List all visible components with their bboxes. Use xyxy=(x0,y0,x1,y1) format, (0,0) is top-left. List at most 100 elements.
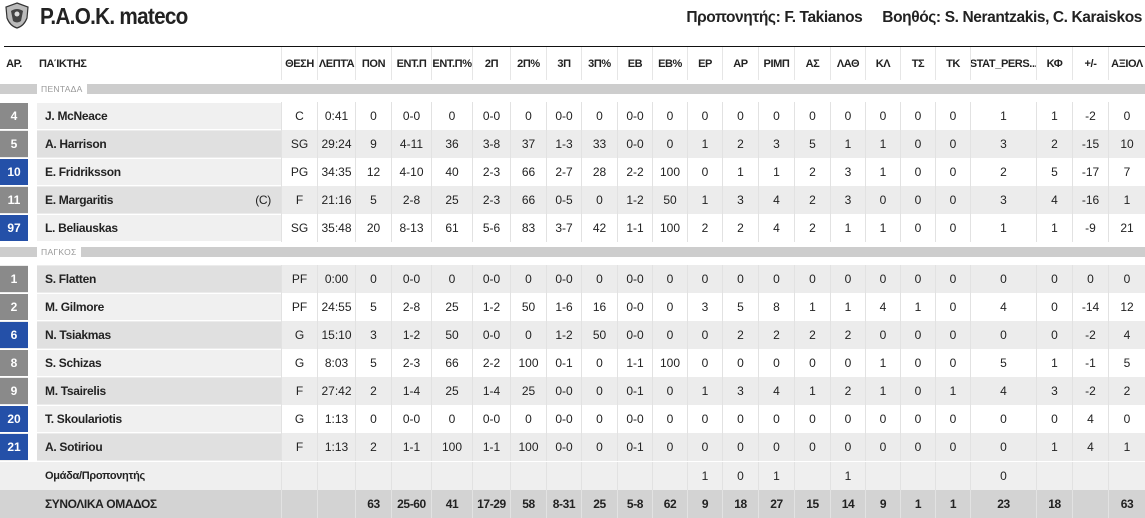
stat-cell: 0 xyxy=(865,433,900,461)
stat-cell: 0 xyxy=(970,265,1036,293)
row-gap xyxy=(28,405,37,433)
player-name[interactable]: S. Flatten xyxy=(45,272,97,286)
stat-cell: 0 xyxy=(830,349,865,377)
jersey-number-badge: 4 xyxy=(0,103,28,129)
stat-cell: 20 xyxy=(355,214,391,242)
stat-cell: 3 xyxy=(722,377,758,405)
stat-cell: 0-1 xyxy=(546,349,581,377)
stat-cell: 1 xyxy=(794,377,830,405)
player-row[interactable]: 6 N. Tsiakmas G 15:10 3 1-2 50 0-0 0 1-2 50 0-0 0 0 2 2… xyxy=(0,321,1145,349)
stat-cell: 0 xyxy=(935,433,970,461)
stat-cell: 63 xyxy=(1108,490,1145,518)
column-header[interactable]: 2Π xyxy=(472,47,510,80)
stat-cell: 0 xyxy=(581,433,617,461)
player-row[interactable]: 8 S. Schizas G 8:03 5 2-3 66 2-2 100 0-1 0 1-1 100 0 0… xyxy=(0,349,1145,377)
column-header[interactable]: ΘΕΣΗ xyxy=(281,47,317,80)
player-name[interactable]: E. Margaritis xyxy=(45,193,114,207)
player-name[interactable]: A. Sotiriou xyxy=(45,440,103,454)
player-row[interactable]: 1 S. Flatten PF 0:00 0 0-0 0 0-0 0 0-0 0 0-0 0 0 0 0 0 0 0… xyxy=(0,265,1145,293)
player-row[interactable]: 97 L. Beliauskas SG 35:48 20 8-13 61 5-6 83 3-7 42… xyxy=(0,214,1145,242)
player-name[interactable]: A. Harrison xyxy=(45,137,107,151)
stat-cell: G xyxy=(281,405,317,433)
column-header[interactable]: 2Π% xyxy=(510,47,546,80)
player-row[interactable]: 9 M. Tsairelis F 27:42 2 1-4 25 1-4 25 0-0 0 0-1 0 1 3… xyxy=(0,377,1145,405)
stat-cell: 0 xyxy=(935,293,970,321)
column-header[interactable]: ΕΒ% xyxy=(652,47,687,80)
player-name-cell[interactable]: M. Gilmore xyxy=(37,294,281,320)
column-header[interactable]: ΑΞΙΟΛ xyxy=(1108,47,1145,80)
player-name-cell[interactable]: A. Harrison xyxy=(37,131,281,157)
column-header[interactable]: +/- xyxy=(1072,47,1108,80)
column-header[interactable]: STAT_PERS... xyxy=(970,47,1036,80)
stat-cell: 0-0 xyxy=(546,433,581,461)
column-header[interactable]: 3Π% xyxy=(581,47,617,80)
column-header[interactable]: ΠΑΊΚΤΗΣ xyxy=(39,57,87,70)
stat-cell: 8-13 xyxy=(391,214,431,242)
column-header[interactable]: ΤΚ xyxy=(935,47,970,80)
player-name[interactable]: J. McNeace xyxy=(45,109,108,123)
column-header[interactable]: ΠΟΝ xyxy=(355,47,391,80)
column-header[interactable]: 3Π xyxy=(546,47,581,80)
column-header[interactable]: ΛΕΠΤΆ xyxy=(317,47,355,80)
column-header[interactable]: ΡΙΜΠ xyxy=(758,47,794,80)
column-header[interactable]: ΑΡ xyxy=(722,47,758,80)
column-header[interactable]: ΛΑΘ xyxy=(830,47,865,80)
column-header[interactable]: ΚΛ xyxy=(865,47,900,80)
stat-cell: 2 xyxy=(1036,130,1072,158)
stat-cell: 0 xyxy=(758,265,794,293)
player-row[interactable]: 4 J. McNeace C 0:41 0 0-0 0 0-0 0 0-0 0 0-0 0 0 0 0 0 0 0 0… xyxy=(0,102,1145,130)
stat-cell: 50 xyxy=(510,293,546,321)
player-name[interactable]: E. Fridriksson xyxy=(45,165,121,179)
column-header[interactable]: ΤΣ xyxy=(900,47,935,80)
player-name-cell[interactable]: L. Beliauskas xyxy=(37,215,281,241)
stat-cell: 1 xyxy=(758,158,794,186)
stat-cell: 0 xyxy=(935,349,970,377)
stat-cell: 0-0 xyxy=(617,293,652,321)
stat-cell: 8:03 xyxy=(317,349,355,377)
player-name[interactable]: S. Schizas xyxy=(45,356,102,370)
player-name-cell[interactable]: M. Tsairelis xyxy=(37,378,281,404)
stat-cell: 0 xyxy=(1036,321,1072,349)
stat-cell: 0 xyxy=(652,265,687,293)
player-row[interactable]: 11 E. Margaritis (C) F 21:16 5 2-8 25 2-3 66 0-5 0 1… xyxy=(0,186,1145,214)
stat-cell: 1 xyxy=(1036,102,1072,130)
column-header[interactable]: ΑΡ. xyxy=(6,57,22,70)
column-header[interactable]: ΕΝΤ.Π xyxy=(391,47,431,80)
empty-badge xyxy=(0,491,28,517)
player-name-cell[interactable]: S. Schizas xyxy=(37,350,281,376)
column-header[interactable]: ΕΝΤ.Π% xyxy=(431,47,472,80)
player-name-cell[interactable]: S. Flatten xyxy=(37,266,281,292)
stat-cell: 0-1 xyxy=(617,377,652,405)
player-name-cell[interactable]: E. Margaritis (C) xyxy=(37,187,281,213)
column-header[interactable]: ΚΦ xyxy=(1036,47,1072,80)
player-name-cell[interactable]: A. Sotiriou xyxy=(37,434,281,460)
player-name[interactable]: M. Tsairelis xyxy=(45,384,106,398)
stat-cell: 5 xyxy=(355,349,391,377)
player-name[interactable]: N. Tsiakmas xyxy=(45,328,111,342)
column-header[interactable]: ΕΒ xyxy=(617,47,652,80)
stat-cell: 28 xyxy=(581,158,617,186)
player-name-cell[interactable]: N. Tsiakmas xyxy=(37,322,281,348)
stat-cell: 5 xyxy=(1036,158,1072,186)
row-gap xyxy=(28,490,37,518)
player-name[interactable]: M. Gilmore xyxy=(45,300,105,314)
player-row[interactable]: 21 A. Sotiriou F 1:13 2 1-1 100 1-1 100 0-0 0 0-1 0 0… xyxy=(0,433,1145,461)
player-name-cell[interactable]: J. McNeace xyxy=(37,103,281,129)
player-row[interactable]: 10 E. Fridriksson PG 34:35 12 4-10 40 2-3 66 2-7 2… xyxy=(0,158,1145,186)
stat-cell: 2 xyxy=(758,321,794,349)
player-name[interactable]: T. Skoulariotis xyxy=(45,412,122,426)
team-totals-row: ΣΥΝΟΛΙΚΑ ΟΜΑΔΟΣ 63 25-60 41 17-29 58 8-31 25 5-8… xyxy=(0,490,1145,518)
stat-cell: SG xyxy=(281,130,317,158)
stat-cell: 0-0 xyxy=(617,321,652,349)
column-header[interactable]: ΕΡ xyxy=(687,47,722,80)
player-row[interactable]: 5 A. Harrison SG 29:24 9 4-11 36 3-8 37 1-3 33 0-0 0… xyxy=(0,130,1145,158)
row-gap xyxy=(28,130,37,158)
column-header[interactable]: ΑΣ xyxy=(794,47,830,80)
player-row[interactable]: 2 M. Gilmore PF 24:55 5 2-8 25 1-2 50 1-6 16 0-0 0 3 5… xyxy=(0,293,1145,321)
player-name[interactable]: L. Beliauskas xyxy=(45,221,118,235)
player-name-cell[interactable]: E. Fridriksson xyxy=(37,159,281,185)
player-row[interactable]: 20 T. Skoulariotis G 1:13 0 0-0 0 0-0 0 0-0 0 0-0 0 0… xyxy=(0,405,1145,433)
stat-cell xyxy=(652,462,687,490)
stat-cell: 0 xyxy=(900,186,935,214)
player-name-cell[interactable]: T. Skoulariotis xyxy=(37,406,281,432)
